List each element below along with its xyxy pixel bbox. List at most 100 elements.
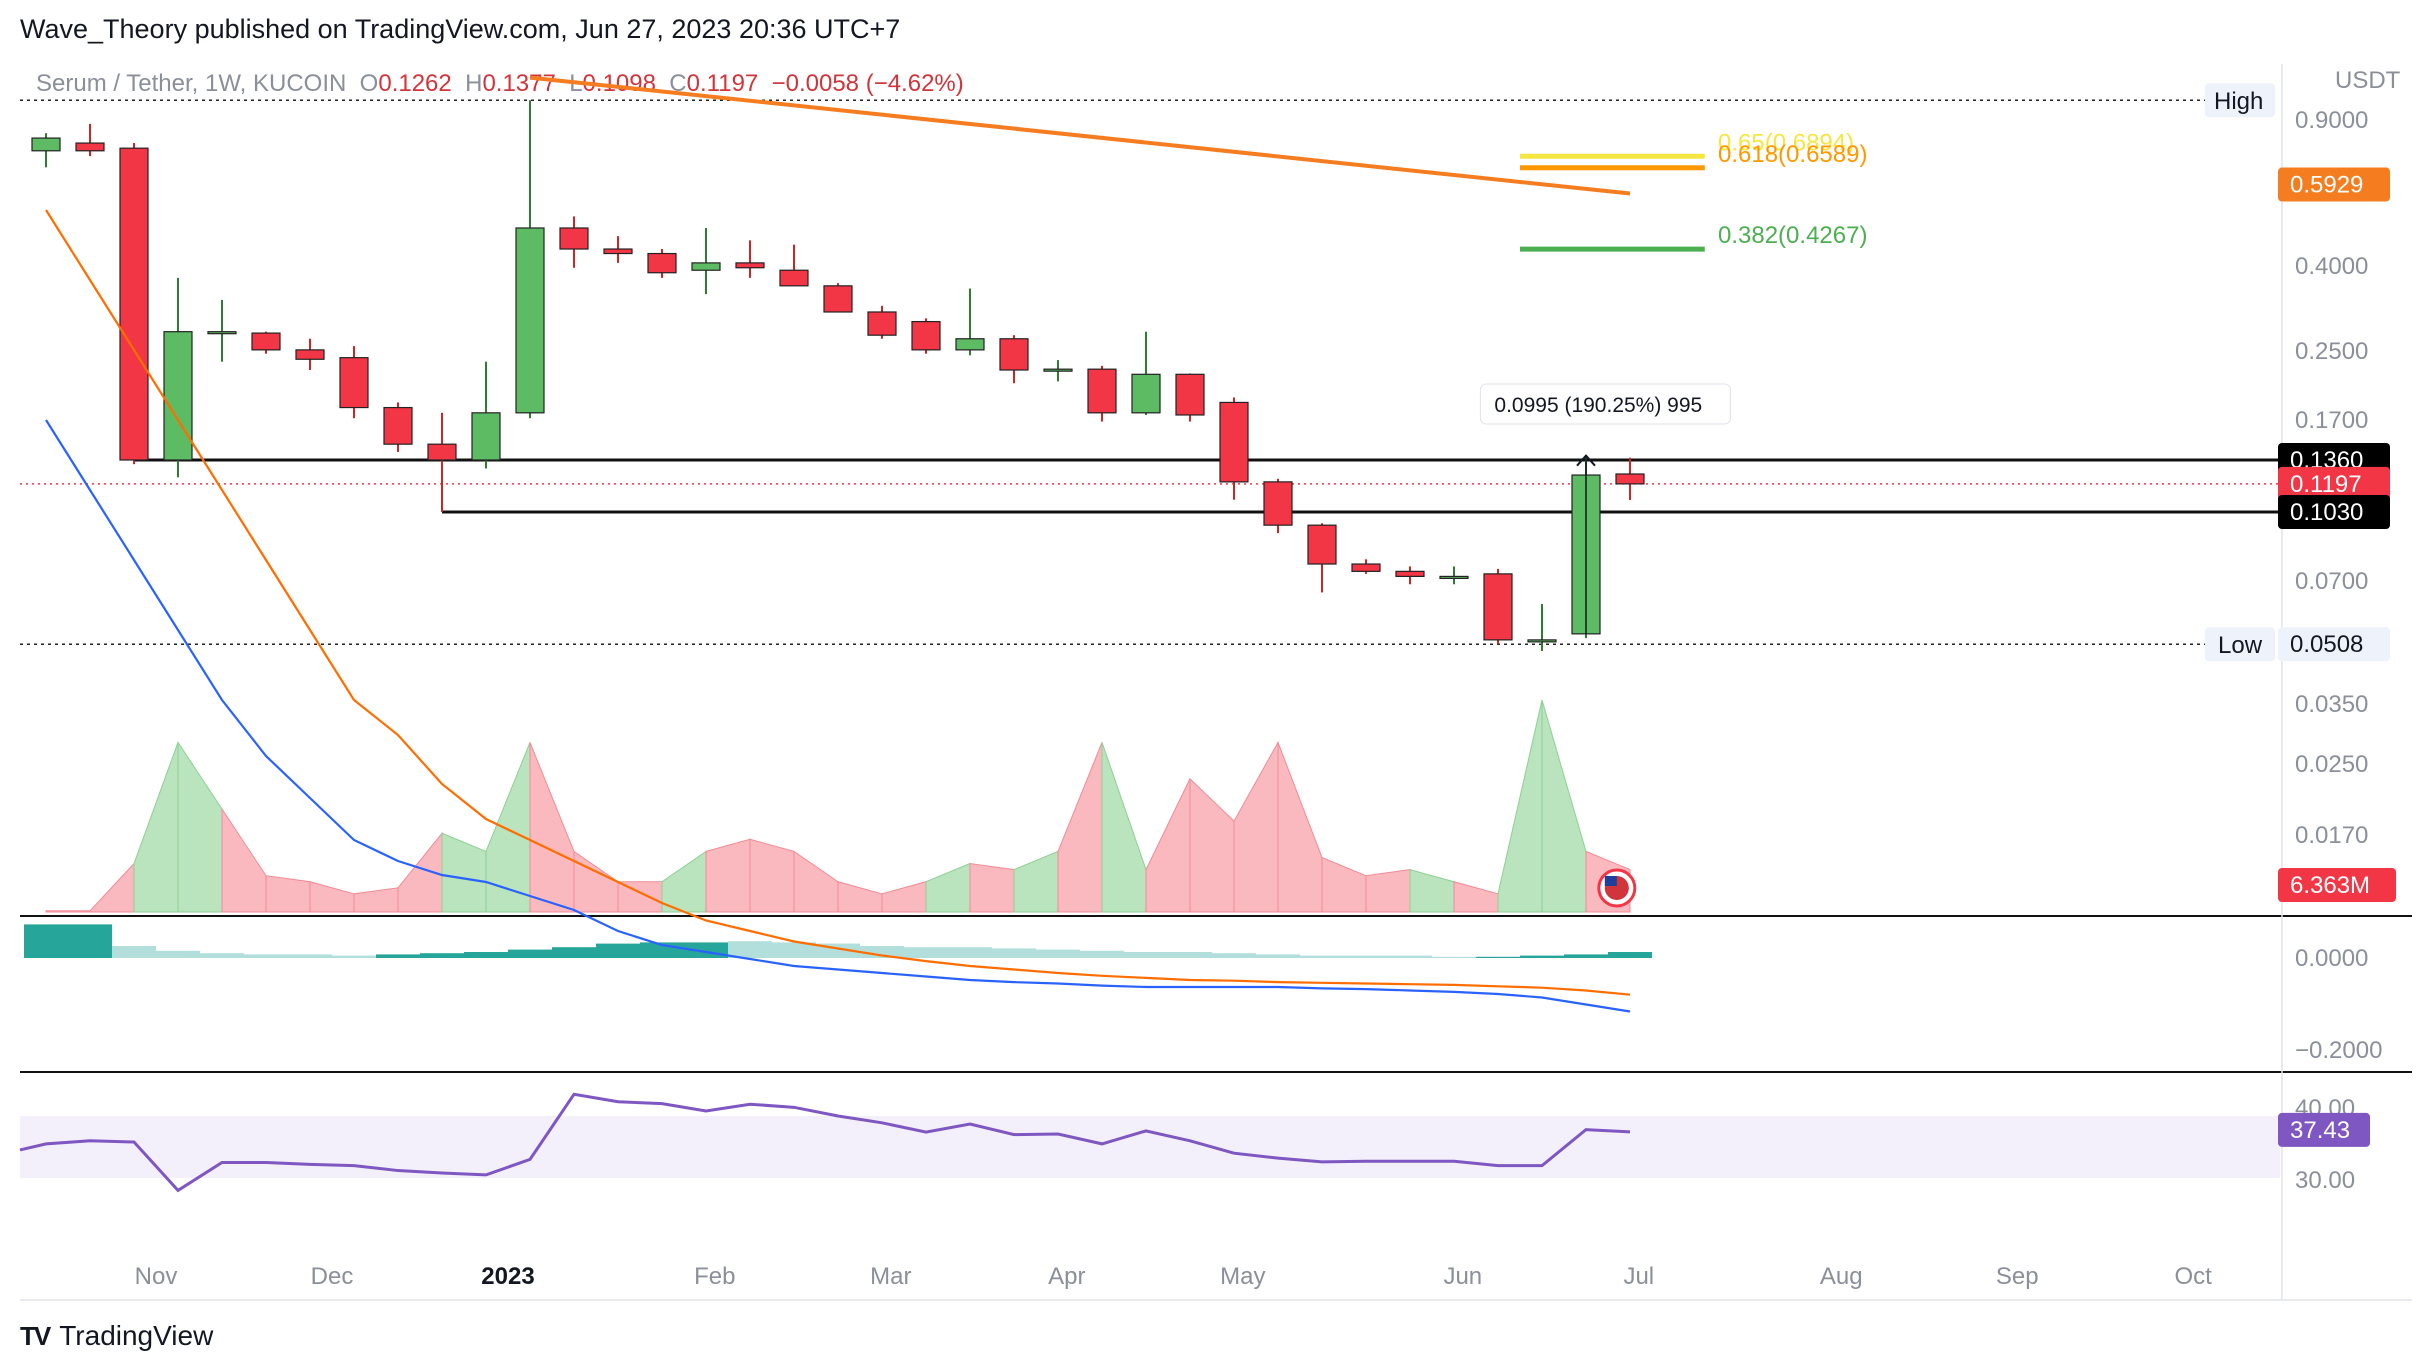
macd-histogram-bar bbox=[1300, 955, 1344, 958]
tradingview-logo-icon: TV bbox=[20, 1320, 51, 1351]
symbol-legend: Serum / Tether, 1W, KUCOIN O0.1262 H0.13… bbox=[36, 70, 964, 98]
fib-0382-label: 0.382(0.4267) bbox=[1718, 222, 1867, 249]
candle-body bbox=[31, 137, 61, 152]
x-tick-label: Feb bbox=[694, 1263, 735, 1290]
x-tick-label: Sep bbox=[1996, 1263, 2039, 1290]
candle-body bbox=[559, 227, 589, 250]
x-tick-label: Dec bbox=[311, 1263, 354, 1290]
ema-price-badge: 0.5929 bbox=[2290, 172, 2363, 199]
macd-histogram-bar bbox=[112, 946, 156, 958]
volume-area bbox=[1057, 742, 1103, 913]
measure-arrow-icon bbox=[1576, 454, 1596, 467]
ema-line bbox=[529, 75, 1631, 196]
y-tick-label: 0.0170 bbox=[2295, 822, 2368, 849]
macd-histogram-bar bbox=[244, 954, 288, 958]
y-tick-label: 0.4000 bbox=[2295, 253, 2368, 280]
macd-histogram-bar bbox=[1432, 956, 1476, 958]
candle-body bbox=[1263, 481, 1293, 526]
candle-body bbox=[823, 285, 853, 313]
candle-body bbox=[1615, 473, 1645, 485]
x-tick-label: Jun bbox=[1443, 1263, 1482, 1290]
volume-area bbox=[177, 740, 223, 913]
volume-area bbox=[45, 910, 91, 913]
volume-area bbox=[529, 742, 575, 913]
publisher-line: Wave_Theory published on TradingView.com… bbox=[20, 14, 901, 44]
rsi-band bbox=[20, 1116, 2280, 1178]
x-tick-label: Oct bbox=[2175, 1263, 2213, 1290]
x-tick-label: 2023 bbox=[481, 1263, 534, 1290]
macd-histogram-bar bbox=[156, 950, 200, 958]
macd-histogram-bar bbox=[24, 924, 68, 958]
macd-histogram-bar bbox=[1564, 954, 1608, 958]
volume-area bbox=[1497, 699, 1543, 913]
macd-histogram-bar bbox=[1388, 955, 1432, 958]
candle-body bbox=[1395, 570, 1425, 578]
macd-histogram-bar bbox=[772, 942, 816, 958]
macd-histogram-bar bbox=[596, 943, 640, 958]
candle-body bbox=[647, 252, 677, 274]
support-price-badge: 0.1030 bbox=[2290, 499, 2363, 526]
x-tick-label: Mar bbox=[870, 1263, 911, 1290]
candle-body bbox=[1527, 639, 1557, 643]
volume-area bbox=[969, 862, 1015, 913]
macd-histogram-bar bbox=[508, 949, 552, 958]
y-tick-label: 30.00 bbox=[2295, 1167, 2355, 1194]
volume-area bbox=[1409, 868, 1455, 913]
rsi-value-badge: 37.43 bbox=[2290, 1117, 2350, 1144]
macd-histogram-bar bbox=[1036, 949, 1080, 958]
macd-histogram-bar bbox=[1344, 955, 1388, 958]
volume-area bbox=[1013, 850, 1059, 913]
macd-histogram-bar bbox=[420, 953, 464, 958]
symbol-name[interactable]: Serum / Tether, 1W, KUCOIN bbox=[36, 70, 347, 97]
volume-area bbox=[1321, 856, 1367, 913]
y-tick-label: 0.0250 bbox=[2295, 751, 2368, 778]
candle-body bbox=[339, 357, 369, 409]
candle-body bbox=[383, 406, 413, 445]
volume-area bbox=[89, 862, 135, 913]
high-marker-bg bbox=[2205, 83, 2275, 118]
us-flag-icon-canton bbox=[1604, 876, 1617, 886]
candle-body bbox=[779, 269, 809, 287]
macd-histogram-bar bbox=[1608, 952, 1652, 958]
x-tick-label: May bbox=[1220, 1263, 1265, 1290]
macd-histogram-bar bbox=[1520, 955, 1564, 958]
macd-histogram-bar bbox=[552, 947, 596, 958]
candle-body bbox=[1043, 368, 1073, 372]
fib-0618-label: 0.618(0.6589) bbox=[1718, 141, 1867, 168]
y-tick-label: −0.2000 bbox=[2295, 1037, 2382, 1064]
macd-histogram-bar bbox=[1124, 952, 1168, 958]
macd-histogram-bar bbox=[992, 948, 1036, 958]
candle-body bbox=[1219, 401, 1249, 483]
volume-area bbox=[749, 838, 795, 913]
volume-area bbox=[353, 887, 399, 913]
candle-body bbox=[207, 331, 237, 335]
volume-area bbox=[1233, 740, 1279, 913]
candle-body bbox=[1351, 563, 1381, 572]
candle-body bbox=[251, 332, 281, 351]
volume-area bbox=[1453, 881, 1499, 913]
x-tick-label: Apr bbox=[1048, 1263, 1085, 1290]
volume-value-badge: 6.363M bbox=[2290, 872, 2370, 899]
candle-body bbox=[1483, 573, 1513, 641]
volume-area bbox=[705, 838, 751, 913]
volume-area bbox=[265, 875, 311, 913]
macd-line bbox=[45, 419, 1631, 1013]
volume-value-badge-bg bbox=[2278, 868, 2396, 902]
tradingview-brand[interactable]: TV TradingView bbox=[20, 1320, 213, 1352]
y-tick-label: 0.0700 bbox=[2295, 568, 2368, 595]
candle-body bbox=[471, 412, 501, 461]
change-value: −0.0058 (−4.62%) bbox=[771, 70, 964, 97]
volume-area bbox=[793, 850, 839, 913]
macd-histogram-bar bbox=[1256, 954, 1300, 958]
macd-histogram-bar bbox=[1080, 950, 1124, 958]
candle-body bbox=[603, 248, 633, 255]
macd-histogram-bar bbox=[948, 947, 992, 958]
macd-histogram-bar bbox=[1212, 953, 1256, 958]
volume-area bbox=[441, 832, 487, 913]
volume-area bbox=[837, 881, 883, 913]
rsi-value-badge-bg bbox=[2278, 1112, 2370, 1147]
candle-body bbox=[1439, 575, 1469, 580]
macd-histogram-bar bbox=[68, 924, 112, 958]
y-tick-label: 0.2500 bbox=[2295, 338, 2368, 365]
